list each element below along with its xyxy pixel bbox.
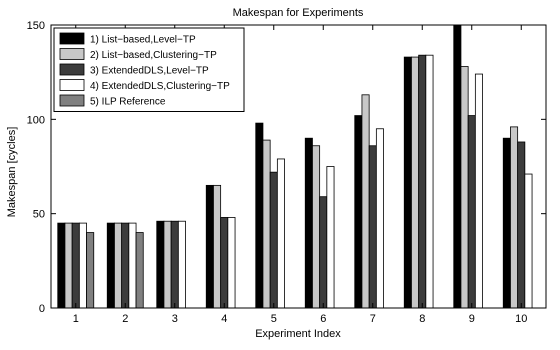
- bar: [156, 220, 165, 309]
- legend-label: 1) List−based,Level−TP: [90, 35, 196, 46]
- x-tick-label: 3: [172, 313, 178, 325]
- legend: 1) List−based,Level−TP 2) List−based,Clus…: [53, 27, 245, 112]
- bar: [78, 222, 87, 309]
- legend-swatch: [59, 63, 85, 76]
- y-tick-label: 150: [27, 20, 45, 32]
- y-tick-label: 0: [39, 303, 45, 315]
- x-tick-label: 5: [271, 313, 277, 325]
- bar: [411, 56, 420, 309]
- bar: [121, 222, 130, 309]
- x-tick-label: 9: [469, 313, 475, 325]
- bar: [106, 222, 115, 309]
- legend-box: [53, 27, 245, 112]
- legend-label: 5) ILP Reference: [90, 97, 166, 108]
- y-tick-label: 100: [27, 114, 45, 126]
- bar: [354, 115, 363, 309]
- bar: [403, 56, 412, 309]
- x-tick-label: 8: [419, 313, 425, 325]
- legend-swatch: [59, 48, 85, 60]
- x-tick-label: 2: [122, 313, 128, 325]
- legend-swatch: [59, 79, 85, 91]
- bar: [425, 54, 434, 309]
- bar: [467, 115, 476, 309]
- bar: [502, 137, 511, 309]
- legend-label: 4) ExtendedDLS,Clustering−TP: [90, 81, 230, 92]
- bar: [304, 137, 313, 309]
- bar: [453, 24, 462, 309]
- bar: [510, 126, 519, 309]
- bar: [205, 184, 214, 309]
- bar: [418, 54, 427, 309]
- bar: [524, 173, 533, 309]
- bar: [474, 73, 483, 309]
- bar: [361, 94, 370, 309]
- bar: [114, 222, 123, 309]
- bar: [64, 222, 73, 309]
- bar: [227, 217, 236, 309]
- bar: [269, 171, 278, 309]
- plot-area: 0 50 100 150 1 2 3 4 5 6 7 8 9 10: [27, 20, 547, 325]
- x-tick-label: 10: [515, 313, 527, 325]
- x-tick-label: 1: [73, 313, 79, 325]
- bar: [517, 141, 526, 309]
- x-tick-label: 4: [221, 313, 227, 325]
- bar: [71, 222, 80, 309]
- legend-label: 2) List−based,Clustering−TP: [90, 50, 217, 61]
- bar: [163, 220, 172, 309]
- plot-frame: [50, 24, 547, 309]
- bar: [460, 66, 469, 309]
- y-axis-label: Makespan [cycles]: [6, 127, 18, 217]
- bar: [128, 222, 137, 309]
- bar: [276, 158, 285, 309]
- y-tick-label: 50: [33, 209, 45, 221]
- bar: [135, 232, 144, 309]
- bar: [326, 166, 335, 309]
- chart-title: Makespan for Experiments: [233, 7, 364, 19]
- legend-label: 3) ExtendedDLS,Level−TP: [90, 66, 209, 77]
- bar: [312, 145, 321, 309]
- bar: [368, 145, 377, 309]
- legend-swatch: [59, 32, 85, 45]
- x-tick-label: 7: [370, 313, 376, 325]
- x-tick-label: 6: [320, 313, 326, 325]
- bar: [57, 222, 66, 309]
- bar: [213, 184, 222, 309]
- bar: [319, 196, 328, 309]
- bar: [220, 217, 229, 309]
- legend-swatch: [59, 94, 85, 107]
- bar: [177, 220, 186, 309]
- bar: [86, 232, 95, 309]
- bar: [375, 128, 384, 309]
- bar: [262, 139, 271, 309]
- bar: [255, 122, 264, 309]
- bar: [170, 220, 179, 309]
- x-axis-label: Experiment Index: [255, 328, 341, 340]
